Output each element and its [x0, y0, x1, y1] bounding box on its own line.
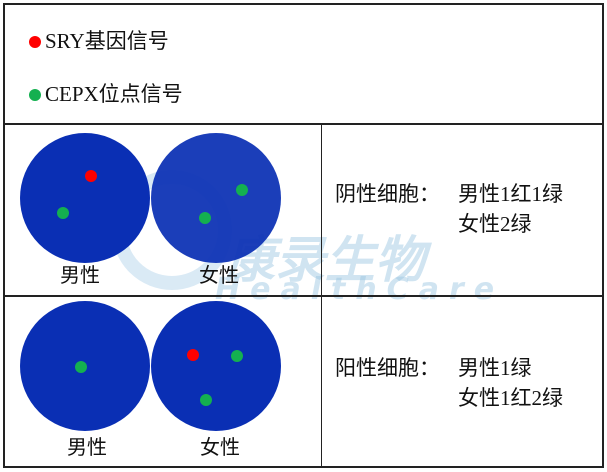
- negative-line2: 女性2绿: [458, 212, 532, 236]
- male-cell-negative: [20, 133, 150, 263]
- row-divider-1: [3, 123, 604, 125]
- row-divider-2: [3, 295, 604, 297]
- green-signal-dot: [200, 394, 212, 406]
- green-signal-dot: [57, 207, 69, 219]
- legend-green-dot: [29, 89, 41, 101]
- table-border-bottom: [3, 466, 604, 468]
- green-signal-dot: [199, 212, 211, 224]
- positive-title: 阳性细胞：: [335, 356, 440, 380]
- red-signal-dot: [85, 170, 97, 182]
- watermark-en: HealthCare: [215, 272, 505, 307]
- negative-line1: 男性1红1绿: [458, 182, 563, 206]
- table-border-top: [3, 3, 604, 5]
- green-signal-dot: [231, 350, 243, 362]
- table-border-left: [3, 3, 5, 468]
- green-signal-dot: [75, 361, 87, 373]
- negative-title: 阴性细胞：: [335, 182, 440, 206]
- male-label: 男性: [67, 437, 107, 459]
- female-cell-negative: [151, 133, 281, 263]
- female-cell-positive: [151, 301, 281, 431]
- positive-line2: 女性1红2绿: [458, 386, 563, 410]
- red-signal-dot: [187, 349, 199, 361]
- positive-line1: 男性1绿: [458, 356, 532, 380]
- legend-cepx-label: CEPX位点信号: [45, 82, 183, 106]
- column-divider: [321, 123, 322, 468]
- green-signal-dot: [236, 184, 248, 196]
- legend-red-dot: [29, 36, 41, 48]
- male-label: 男性: [60, 265, 100, 287]
- female-label: 女性: [200, 437, 240, 459]
- female-label: 女性: [199, 265, 239, 287]
- legend-sry-label: SRY基因信号: [45, 29, 169, 53]
- table-border-right: [602, 3, 604, 468]
